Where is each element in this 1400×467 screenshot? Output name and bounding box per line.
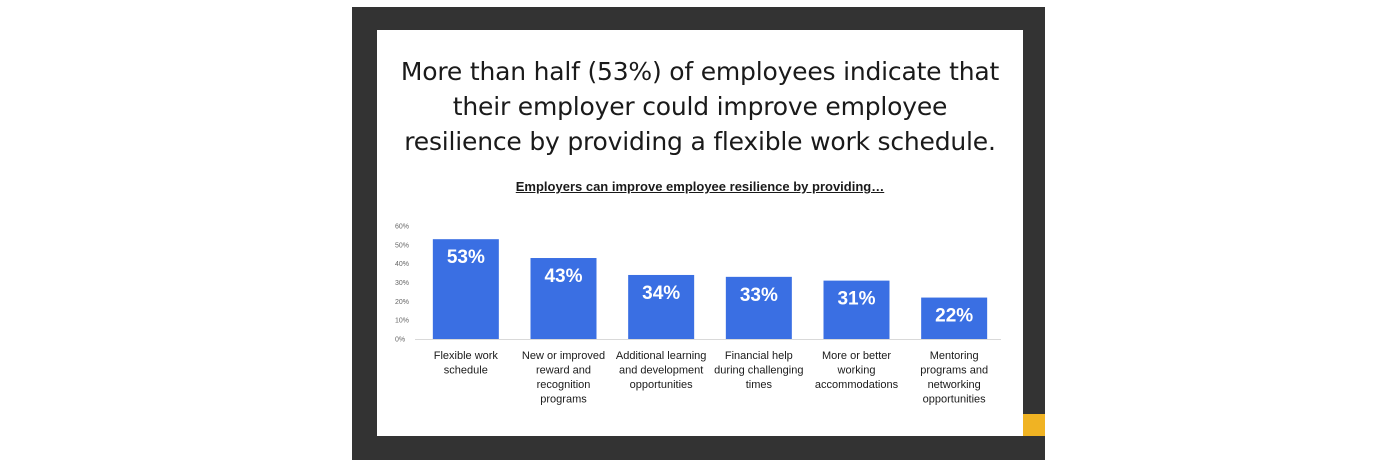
category-label: Financial help xyxy=(725,350,793,362)
category-label: working xyxy=(837,365,876,377)
y-tick-label: 0% xyxy=(395,337,405,344)
category-label: schedule xyxy=(444,365,488,377)
category-label: Mentoring xyxy=(930,350,979,362)
bar-value-label: 43% xyxy=(544,266,582,287)
bar-value-label: 33% xyxy=(740,285,778,306)
bar-value-label: 53% xyxy=(447,247,485,268)
category-label: New or improved xyxy=(522,350,605,362)
slide: More than half (53%) of employees indica… xyxy=(377,30,1023,436)
category-label: opportunities xyxy=(923,394,986,406)
category-label: opportunities xyxy=(630,379,693,391)
headline-line-2: their employer could improve employee xyxy=(452,92,948,121)
bar xyxy=(432,239,499,339)
category-label: programs xyxy=(540,394,587,406)
headline-line-3: resilience by providing a flexible work … xyxy=(404,127,996,156)
bar xyxy=(725,276,792,339)
bar-value-label: 31% xyxy=(837,289,875,310)
category-label: Flexible work xyxy=(434,350,499,362)
category-label: reward and xyxy=(536,365,591,377)
y-tick-label: 60% xyxy=(395,224,409,231)
y-tick-label: 10% xyxy=(395,318,409,325)
y-tick-label: 20% xyxy=(395,299,409,306)
category-label: More or better xyxy=(822,350,891,362)
category-label: programs and xyxy=(920,365,988,377)
y-tick-label: 40% xyxy=(395,261,409,268)
bar xyxy=(823,280,890,339)
category-label: networking xyxy=(928,379,981,391)
headline-line-1: More than half (53%) of employees indica… xyxy=(400,57,1000,86)
category-label: times xyxy=(746,379,773,391)
headline: More than half (53%) of employees indica… xyxy=(377,54,1023,159)
category-label: and development xyxy=(619,365,703,377)
chart-title: Employers can improve employee resilienc… xyxy=(377,179,1023,194)
category-label: during challenging xyxy=(714,365,803,377)
y-tick-label: 30% xyxy=(395,280,409,287)
category-label: Additional learning xyxy=(616,350,707,362)
bar xyxy=(921,297,988,339)
bar xyxy=(530,258,597,339)
bar-chart: 0% 10% 20% 30% 40% 50% 60% 53% Flexible work sche… xyxy=(395,224,1001,406)
bar-value-label: 22% xyxy=(935,306,973,327)
bar xyxy=(628,274,695,339)
category-label: accommodations xyxy=(815,379,899,391)
chart-title-text: Employers can improve employee resilienc… xyxy=(515,179,885,194)
corner-accent xyxy=(1023,414,1045,436)
category-label: recognition xyxy=(537,379,591,391)
bar-value-label: 34% xyxy=(642,283,680,304)
y-tick-label: 50% xyxy=(395,242,409,249)
